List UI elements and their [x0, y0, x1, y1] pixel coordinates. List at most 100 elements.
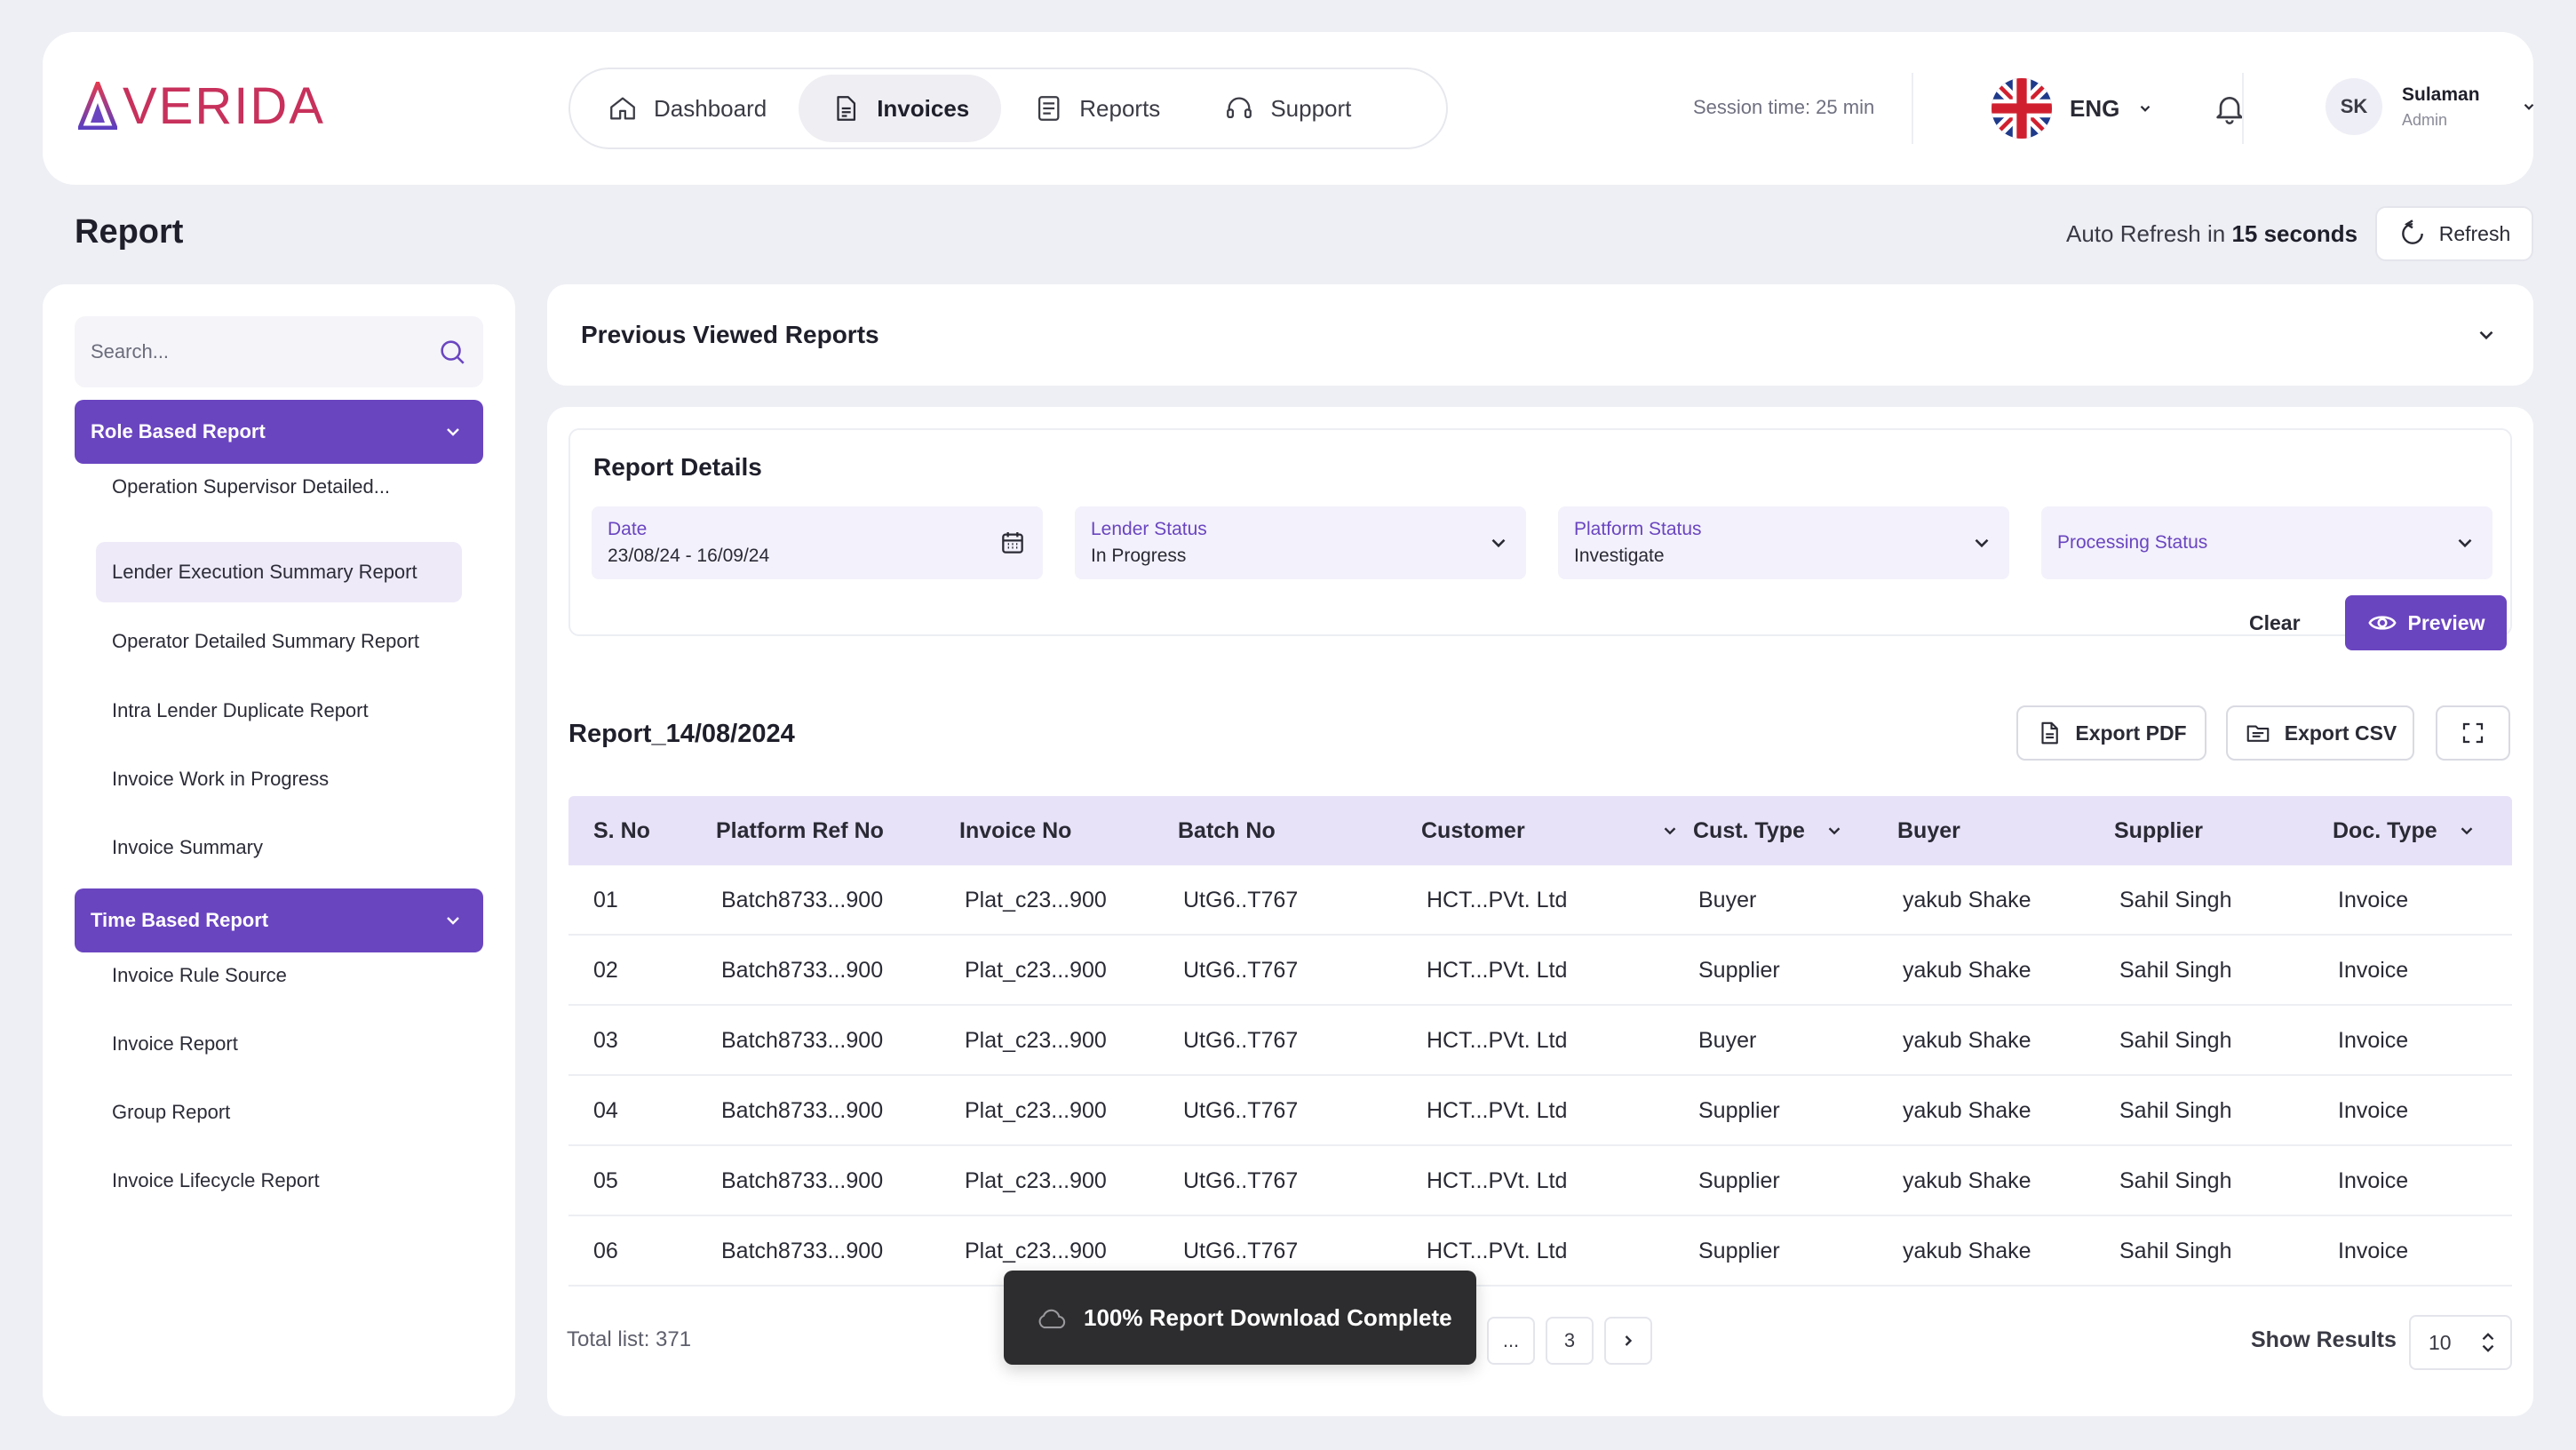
- group-role-based-report[interactable]: Role Based Report: [75, 400, 483, 464]
- table-cell: yakub Shake: [1903, 1168, 2031, 1193]
- chevron-right-icon: [1625, 1335, 1633, 1346]
- refresh-label: Refresh: [2438, 221, 2511, 245]
- platform-status-select[interactable]: Platform Status Investigate: [1558, 506, 2009, 579]
- export-csv-button[interactable]: Export CSV: [2226, 705, 2414, 761]
- table-row[interactable]: 06 Batch8733...900 Plat_c23...900 UtG6..T76…: [568, 1216, 2512, 1287]
- avatar: SK: [2326, 78, 2382, 135]
- eye-icon: [2367, 616, 2397, 630]
- column-header-cust-type[interactable]: Cust. Type: [1693, 796, 1844, 865]
- divider: [1912, 73, 1913, 144]
- auto-refresh-text: Auto Refresh in 15 seconds: [2066, 220, 2357, 248]
- report-panel: Report Details Date 23/08/24 - 16/09/24 …: [547, 407, 2533, 1416]
- export-pdf-button[interactable]: Export PDF: [2016, 705, 2206, 761]
- table-cell: Batch8733...900: [721, 1028, 884, 1053]
- column-header-customer[interactable]: Customer: [1421, 796, 1680, 865]
- refresh-button[interactable]: Refresh: [2375, 206, 2533, 261]
- table-cell: HCT...PVt. Ltd: [1427, 1168, 1568, 1193]
- toast-message: 100% Report Download Complete: [1084, 1303, 1452, 1331]
- platform-status-text: Platform Status Investigate: [1574, 519, 1702, 567]
- report-details-title: Report Details: [593, 453, 762, 481]
- results-per-page-select[interactable]: 10: [2409, 1315, 2512, 1370]
- sidebar-item-invoice-summary[interactable]: Invoice Summary: [112, 836, 263, 858]
- table-row[interactable]: 01 Batch8733...900 Plat_c23...900 UtG6..T76…: [568, 865, 2512, 936]
- nav-support[interactable]: Support: [1192, 75, 1383, 142]
- sidebar-item-invoice-rule-source[interactable]: Invoice Rule Source: [112, 964, 287, 986]
- page-title: Report: [75, 213, 184, 251]
- report-icon: [1038, 96, 1060, 121]
- calendar-icon[interactable]: [998, 529, 1027, 557]
- bell-icon[interactable]: [2212, 91, 2247, 126]
- fullscreen-button[interactable]: [2436, 705, 2510, 761]
- search-icon[interactable]: [437, 337, 467, 367]
- user-info: Sulaman Admin: [2402, 84, 2480, 130]
- clear-button[interactable]: Clear: [2249, 611, 2301, 634]
- refresh-icon: [2401, 219, 2423, 244]
- top-bar: VERIDA Dashboard Invoices Reports Suppor…: [43, 32, 2533, 185]
- table-cell: Invoice: [2338, 1098, 2409, 1123]
- table-cell: yakub Shake: [1903, 958, 2031, 983]
- column-label: Invoice No: [959, 817, 1072, 843]
- auto-refresh-prefix: Auto Refresh in: [2066, 220, 2226, 247]
- table-cell: HCT...PVt. Ltd: [1427, 1239, 1568, 1263]
- pagination-ellipsis[interactable]: ...: [1487, 1317, 1535, 1365]
- date-filter-text: Date 23/08/24 - 16/09/24: [608, 519, 769, 567]
- export-pdf-label: Export PDF: [2075, 721, 2187, 745]
- column-label: Cust. Type: [1693, 817, 1805, 843]
- nav-invoices[interactable]: Invoices: [799, 75, 1002, 142]
- table-cell: Invoice: [2338, 1168, 2409, 1193]
- column-header: Supplier: [2114, 796, 2203, 865]
- sidebar-item-invoice-lifecycle-report[interactable]: Invoice Lifecycle Report: [112, 1169, 320, 1191]
- sidebar-item-group-report[interactable]: Group Report: [112, 1101, 231, 1123]
- user-menu[interactable]: SK Sulaman Admin: [2326, 78, 2537, 135]
- column-label: Batch No: [1178, 817, 1276, 843]
- pagination-page[interactable]: 3: [1546, 1317, 1594, 1365]
- sidebar-item-operator-detailed-summary[interactable]: Operator Detailed Summary Report: [112, 630, 420, 652]
- search-box[interactable]: [75, 316, 483, 387]
- previous-viewed-reports[interactable]: Previous Viewed Reports: [547, 284, 2533, 386]
- report-details: Report Details Date 23/08/24 - 16/09/24 …: [568, 428, 2512, 650]
- lender-status-select[interactable]: Lender Status In Progress: [1075, 506, 1526, 579]
- table-cell: HCT...PVt. Ltd: [1427, 958, 1568, 983]
- chevron-down-icon[interactable]: [2475, 323, 2498, 347]
- sidebar-item-operation-supervisor[interactable]: Operation Supervisor Detailed...: [112, 475, 391, 498]
- table-cell: 05: [593, 1168, 618, 1193]
- table-row[interactable]: 05 Batch8733...900 Plat_c23...900 UtG6..T76…: [568, 1146, 2512, 1216]
- main-nav: Dashboard Invoices Reports Support: [568, 68, 1448, 149]
- date-filter[interactable]: Date 23/08/24 - 16/09/24: [592, 506, 1043, 579]
- sidebar-item-invoice-report[interactable]: Invoice Report: [112, 1032, 238, 1055]
- nav-dashboard[interactable]: Dashboard: [576, 75, 799, 142]
- column-header: S. No: [593, 796, 650, 865]
- table-cell: 02: [593, 958, 618, 983]
- column-header-doc-type[interactable]: Doc. Type: [2333, 796, 2477, 865]
- brand-logo[interactable]: VERIDA: [78, 75, 325, 137]
- table-cell: Batch8733...900: [721, 1239, 884, 1263]
- language-selector[interactable]: ENG: [1992, 78, 2153, 139]
- table-row[interactable]: 04 Batch8733...900 Plat_c23...900 UtG6..T76…: [568, 1076, 2512, 1146]
- cloud-icon: [1038, 1309, 1066, 1329]
- lender-status-text: Lender Status In Progress: [1091, 519, 1207, 567]
- pagination-next-button[interactable]: [1604, 1317, 1652, 1365]
- nav-dashboard-label: Dashboard: [654, 94, 767, 122]
- nav-support-label: Support: [1270, 94, 1352, 122]
- table-cell: yakub Shake: [1903, 1098, 2031, 1123]
- table-row[interactable]: 02 Batch8733...900 Plat_c23...900 UtG6..T76…: [568, 936, 2512, 1006]
- field-label: Lender Status: [1091, 519, 1207, 539]
- group-time-based-report[interactable]: Time Based Report: [75, 888, 483, 952]
- export-csv-label: Export CSV: [2284, 721, 2397, 745]
- search-input[interactable]: [91, 340, 410, 363]
- previous-viewed-title: Previous Viewed Reports: [581, 321, 879, 348]
- sidebar-item-invoice-work-in-progress[interactable]: Invoice Work in Progress: [112, 768, 330, 790]
- table-cell: Invoice: [2338, 888, 2409, 912]
- chevron-down-icon: [447, 917, 459, 925]
- table-row[interactable]: 03 Batch8733...900 Plat_c23...900 UtG6..T76…: [568, 1006, 2512, 1076]
- sidebar-item-lender-execution-summary[interactable]: Lender Execution Summary Report: [96, 542, 462, 602]
- processing-status-select[interactable]: Processing Status: [2041, 506, 2493, 579]
- report-name: Report_14/08/2024: [568, 720, 795, 748]
- sidebar-item-intra-lender-duplicate[interactable]: Intra Lender Duplicate Report: [112, 699, 369, 721]
- nav-reports[interactable]: Reports: [1001, 75, 1192, 142]
- user-role: Admin: [2402, 110, 2448, 129]
- table-cell: Plat_c23...900: [965, 1239, 1107, 1263]
- table-cell: Batch8733...900: [721, 958, 884, 983]
- preview-button[interactable]: Preview: [2345, 595, 2507, 650]
- field-label: Platform Status: [1574, 519, 1702, 539]
